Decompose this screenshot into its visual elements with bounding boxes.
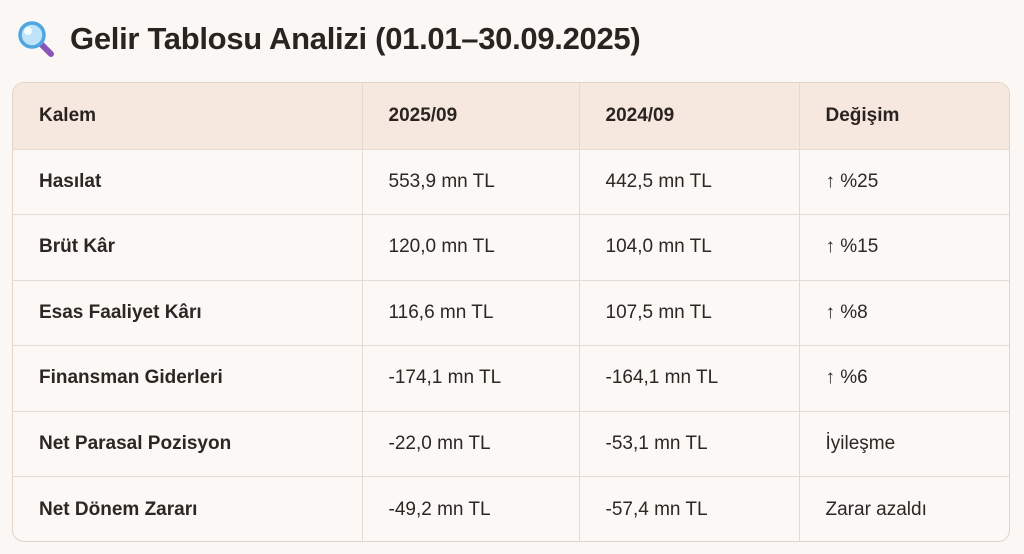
row-label: Esas Faaliyet Kârı (13, 280, 363, 346)
column-header-2025: 2025/09 (362, 83, 580, 150)
row-label: Brüt Kâr (13, 214, 363, 281)
value-2024: -53,1 mn TL (579, 411, 800, 477)
column-header-change: Değişim (799, 83, 1009, 150)
page-title: Gelir Tablosu Analizi (01.01–30.09.2025) (70, 21, 641, 56)
table-row: Esas Faaliyet Kârı 116,6 mn TL 107,5 mn … (13, 280, 1009, 346)
magnifying-glass-icon (18, 21, 54, 57)
change-value: İyileşme (799, 411, 1009, 477)
column-header-2024: 2024/09 (579, 83, 800, 150)
column-header-item: Kalem (13, 83, 363, 150)
row-label: Net Parasal Pozisyon (13, 411, 363, 477)
value-2024: -57,4 mn TL (579, 476, 800, 541)
value-2024: 104,0 mn TL (579, 214, 800, 281)
value-2025: 120,0 mn TL (362, 214, 580, 281)
row-label: Hasılat (13, 149, 363, 215)
value-2024: -164,1 mn TL (579, 345, 800, 412)
change-value: ↑ %6 (799, 345, 1009, 412)
table-row: Hasılat 553,9 mn TL 442,5 mn TL ↑ %25 (13, 149, 1009, 215)
table-header-row: Kalem 2025/09 2024/09 Değişim (13, 83, 1009, 150)
value-2025: 553,9 mn TL (362, 149, 580, 215)
value-2024: 107,5 mn TL (579, 280, 800, 346)
table-row: Net Dönem Zararı -49,2 mn TL -57,4 mn TL… (13, 476, 1009, 541)
value-2024: 442,5 mn TL (579, 149, 800, 215)
page-header: Gelir Tablosu Analizi (01.01–30.09.2025) (16, 14, 641, 64)
change-value: Zarar azaldı (825, 498, 927, 520)
value-2025: -49,2 mn TL (362, 476, 580, 541)
table-row: Net Parasal Pozisyon -22,0 mn TL -53,1 m… (13, 411, 1009, 477)
income-statement-table: Kalem 2025/09 2024/09 Değişim Hasılat 55… (12, 82, 1010, 542)
value-2025: -174,1 mn TL (362, 345, 580, 412)
table-row: Brüt Kâr 120,0 mn TL 104,0 mn TL ↑ %15 (13, 214, 1009, 281)
change-value: ↑ %15 (799, 214, 1009, 281)
change-value: ↑ %8 (799, 280, 1009, 346)
table-row: Finansman Giderleri -174,1 mn TL -164,1 … (13, 345, 1009, 412)
row-label: Net Dönem Zararı (13, 476, 363, 541)
value-2025: -22,0 mn TL (362, 411, 580, 477)
change-value: ↑ %25 (799, 149, 1009, 215)
value-2025: 116,6 mn TL (362, 280, 580, 346)
row-label: Finansman Giderleri (13, 345, 363, 412)
